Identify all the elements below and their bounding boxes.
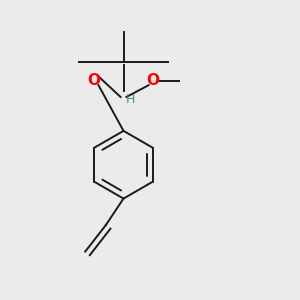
Text: O: O [146,73,159,88]
Text: H: H [125,93,135,106]
Text: O: O [88,73,100,88]
